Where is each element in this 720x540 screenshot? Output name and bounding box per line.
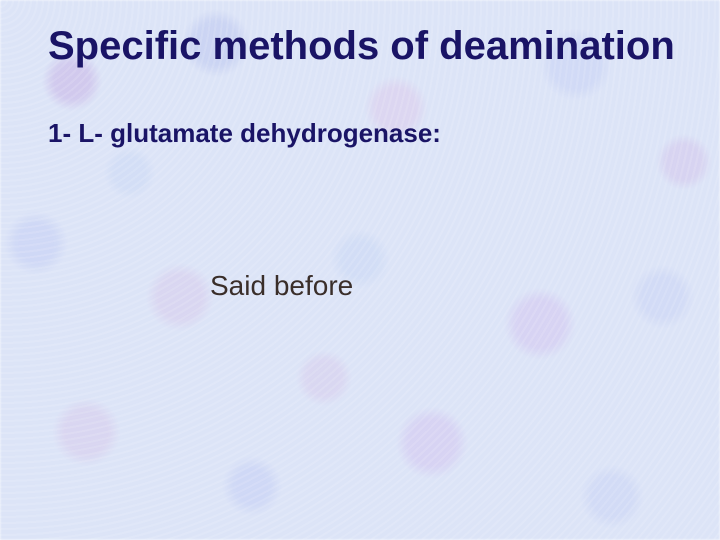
slide: Specific methods of deamination 1- L- gl…: [0, 0, 720, 540]
slide-title: Specific methods of deamination: [48, 24, 675, 69]
slide-content: Specific methods of deamination 1- L- gl…: [0, 0, 720, 540]
slide-subtitle: 1- L- glutamate dehydrogenase:: [48, 118, 441, 149]
slide-body-text: Said before: [210, 270, 353, 302]
